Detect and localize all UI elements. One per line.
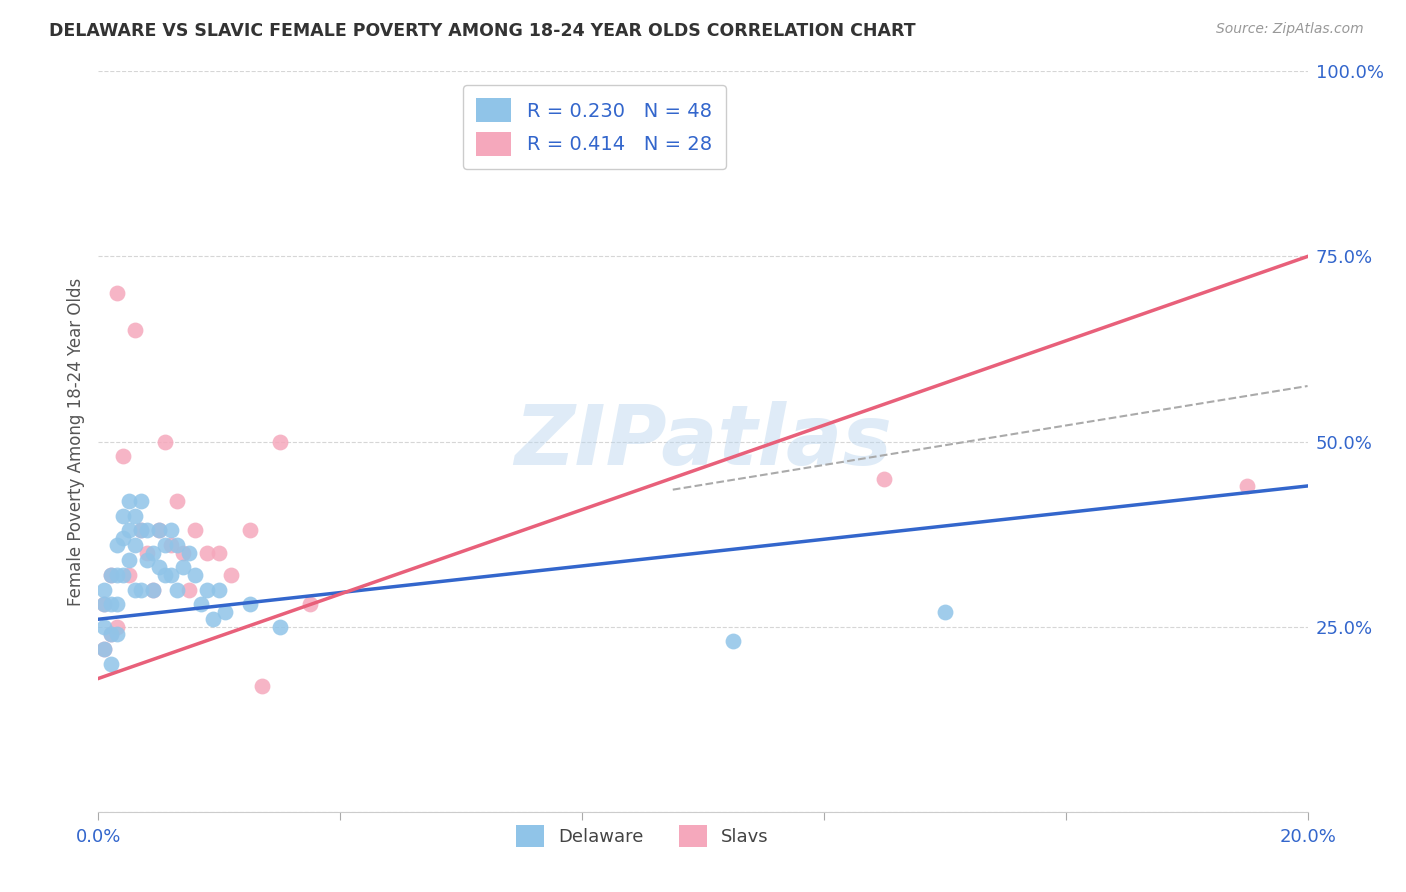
Point	[239, 598, 262, 612]
Point	[142, 582, 165, 597]
Point	[129, 582, 152, 597]
Point	[129, 493, 152, 508]
Point	[124, 538, 146, 552]
Point	[179, 582, 201, 597]
Point	[160, 567, 183, 582]
Point	[100, 627, 122, 641]
Point	[100, 598, 122, 612]
Point	[105, 619, 128, 633]
Point	[93, 641, 115, 656]
Point	[135, 553, 157, 567]
Text: Source: ZipAtlas.com: Source: ZipAtlas.com	[1216, 22, 1364, 37]
Y-axis label: Female Poverty Among 18-24 Year Olds: Female Poverty Among 18-24 Year Olds	[66, 277, 84, 606]
Point	[184, 567, 207, 582]
Point	[129, 524, 152, 538]
Point	[93, 582, 115, 597]
Point	[124, 582, 146, 597]
Point	[190, 598, 212, 612]
Point	[100, 627, 122, 641]
Point	[93, 598, 115, 612]
Point	[873, 471, 896, 485]
Point	[105, 286, 128, 301]
Point	[299, 598, 322, 612]
Text: DELAWARE VS SLAVIC FEMALE POVERTY AMONG 18-24 YEAR OLDS CORRELATION CHART: DELAWARE VS SLAVIC FEMALE POVERTY AMONG …	[49, 22, 915, 40]
Point	[100, 657, 122, 671]
Point	[93, 619, 115, 633]
Point	[118, 567, 141, 582]
Point	[1236, 479, 1258, 493]
Point	[105, 598, 128, 612]
Point	[111, 450, 134, 464]
Point	[129, 524, 152, 538]
Point	[166, 582, 188, 597]
Point	[214, 605, 236, 619]
Point	[111, 531, 134, 545]
Text: ZIPatlas: ZIPatlas	[515, 401, 891, 482]
Point	[179, 546, 201, 560]
Point	[166, 493, 188, 508]
Point	[111, 508, 134, 523]
Point	[153, 434, 176, 449]
Point	[93, 598, 115, 612]
Point	[148, 524, 170, 538]
Point	[269, 619, 291, 633]
Point	[148, 560, 170, 574]
Point	[142, 546, 165, 560]
Point	[100, 567, 122, 582]
Point	[208, 546, 231, 560]
Point	[153, 538, 176, 552]
Point	[172, 546, 194, 560]
Point	[160, 524, 183, 538]
Point	[135, 524, 157, 538]
Point	[135, 546, 157, 560]
Point	[208, 582, 231, 597]
Point	[221, 567, 243, 582]
Point	[100, 567, 122, 582]
Point	[148, 524, 170, 538]
Point	[239, 524, 262, 538]
Point	[105, 538, 128, 552]
Point	[195, 582, 218, 597]
Point	[153, 567, 176, 582]
Point	[105, 567, 128, 582]
Point	[118, 493, 141, 508]
Point	[723, 634, 745, 648]
Point	[172, 560, 194, 574]
Point	[105, 627, 128, 641]
Legend: Delaware, Slavs: Delaware, Slavs	[509, 818, 776, 855]
Point	[93, 641, 115, 656]
Point	[124, 508, 146, 523]
Point	[142, 582, 165, 597]
Point	[166, 538, 188, 552]
Point	[118, 524, 141, 538]
Point	[195, 546, 218, 560]
Point	[250, 679, 273, 693]
Point	[934, 605, 956, 619]
Point	[111, 567, 134, 582]
Point	[269, 434, 291, 449]
Point	[124, 324, 146, 338]
Point	[160, 538, 183, 552]
Point	[184, 524, 207, 538]
Point	[202, 612, 225, 626]
Point	[118, 553, 141, 567]
